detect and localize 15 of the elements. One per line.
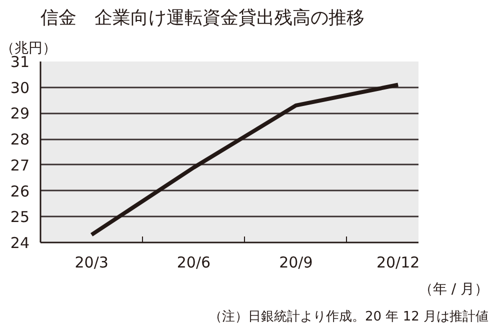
y-tick-label: 30 [10,78,30,97]
y-tick-label: 24 [10,234,30,252]
text: （注）日銀統計より作成。20 年 12 月は推計値 [209,310,489,324]
x-tick-label: 20/9 [279,254,313,272]
y-tick-label: 29 [10,104,30,123]
x-tick-label: 20/3 [74,254,108,272]
y-tick-label: 25 [10,208,30,226]
y-tick-label: 27 [10,156,30,174]
chart-title: 信金 企業向け運転資金貸出残高の推移 [40,8,364,28]
x-tick-label: 20/6 [176,254,211,272]
y-tick-label: 28 [10,130,30,149]
line-series [90,82,400,237]
y-tick-label: 26 [10,182,30,200]
x-axis-title: （年 / 月） [418,282,489,298]
x-tick-label: 20/12 [376,254,420,272]
